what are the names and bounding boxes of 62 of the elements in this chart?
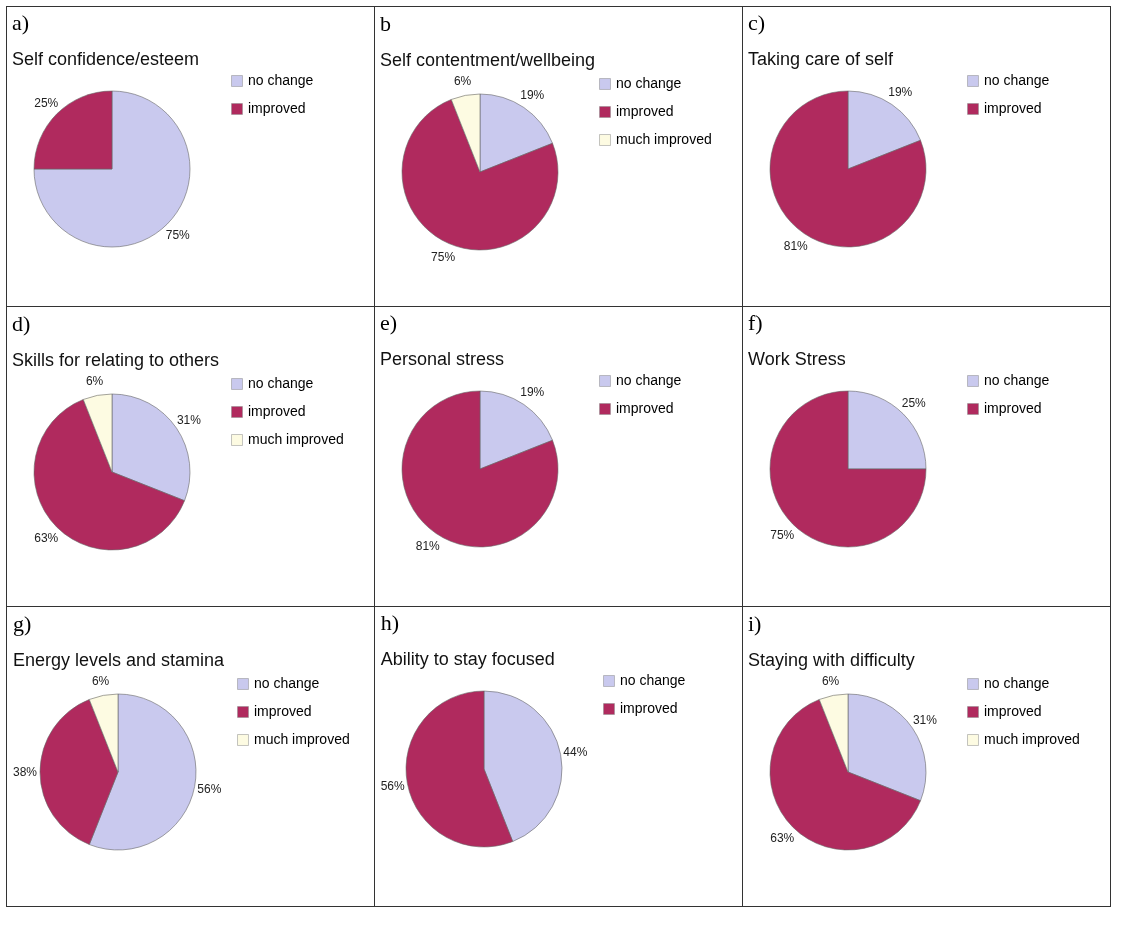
chart-subtitle: Ability to stay focused [380,649,555,669]
data-label: 56% [380,779,405,794]
data-label: 19% [888,85,913,100]
legend-label: no change [620,672,686,688]
legend-label: improved [984,703,1042,719]
legend-label: much improved [254,731,350,747]
chart-subtitle: Skills for relating to others [12,349,220,370]
data-label: 25% [34,96,59,111]
data-label: 81% [783,238,809,253]
chart-title: a) [12,10,30,35]
legend-label: improved [248,403,306,419]
data-label: 6% [85,373,104,388]
chart-subtitle: Self contentment/wellbeing [380,49,596,70]
chart-subtitle: Taking care of self [748,49,895,69]
chart-subtitle: Self confidence/esteem [12,49,200,69]
data-label: 31% [912,712,938,727]
data-label: 31% [176,412,202,427]
chart-subtitle: Personal stress [380,349,505,369]
legend-label: no change [248,72,314,88]
chart-subtitle: Staying with difficulty [748,649,915,670]
legend-label: improved [984,400,1042,416]
chart-title: f) [748,310,763,335]
data-label: 56% [197,782,222,797]
data-label: 6% [821,673,840,688]
legend-label: improved [254,703,312,719]
data-label: 81% [415,538,441,553]
data-label: 19% [520,88,545,103]
legend-label: no change [984,372,1050,388]
chart-subtitle: Work Stress [748,349,846,369]
data-label: 6% [91,673,110,688]
legend-label: no change [616,75,682,91]
legend-label: no change [984,72,1050,88]
data-label: 75% [165,227,191,242]
data-label: 6% [453,73,472,88]
data-label: 75% [431,250,456,265]
legend-label: no change [616,372,682,388]
legend-label: no change [248,375,314,391]
legend-label: improved [616,103,674,119]
chart-title: i) [748,610,762,636]
chart-title: g) [12,610,32,636]
data-label: 44% [563,744,588,759]
data-label: 75% [770,527,795,542]
legend-label: improved [248,100,306,116]
chart-subtitle: Energy levels and stamina [12,649,226,670]
data-label: 25% [901,396,927,411]
chart-title: e) [380,310,398,335]
legend-label: much improved [616,131,712,147]
legend-label: much improved [984,731,1080,747]
legend-label: no change [254,675,320,691]
chart-title: b [380,10,391,36]
legend-label: improved [616,400,674,416]
data-label: 19% [520,385,545,400]
legend-label: no change [984,675,1050,691]
legend-label: improved [984,100,1042,116]
chart-title: c) [748,10,766,35]
data-label: 63% [770,830,795,845]
legend-label: much improved [248,431,344,447]
legend-label: improved [620,700,678,716]
chart-title: d) [12,310,31,336]
data-label: 63% [34,530,59,545]
data-label: 38% [12,765,38,779]
chart-title: h) [380,610,399,635]
